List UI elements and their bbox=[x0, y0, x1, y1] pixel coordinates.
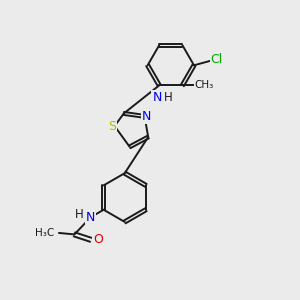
Text: N: N bbox=[142, 110, 152, 123]
Text: N: N bbox=[152, 92, 162, 104]
Text: S: S bbox=[108, 120, 116, 133]
Text: H₃C: H₃C bbox=[35, 228, 55, 238]
Text: Cl: Cl bbox=[211, 53, 223, 66]
Text: H: H bbox=[164, 92, 172, 104]
Text: N: N bbox=[86, 211, 95, 224]
Text: CH₃: CH₃ bbox=[194, 80, 214, 90]
Text: O: O bbox=[93, 233, 103, 246]
Text: H: H bbox=[75, 208, 84, 221]
